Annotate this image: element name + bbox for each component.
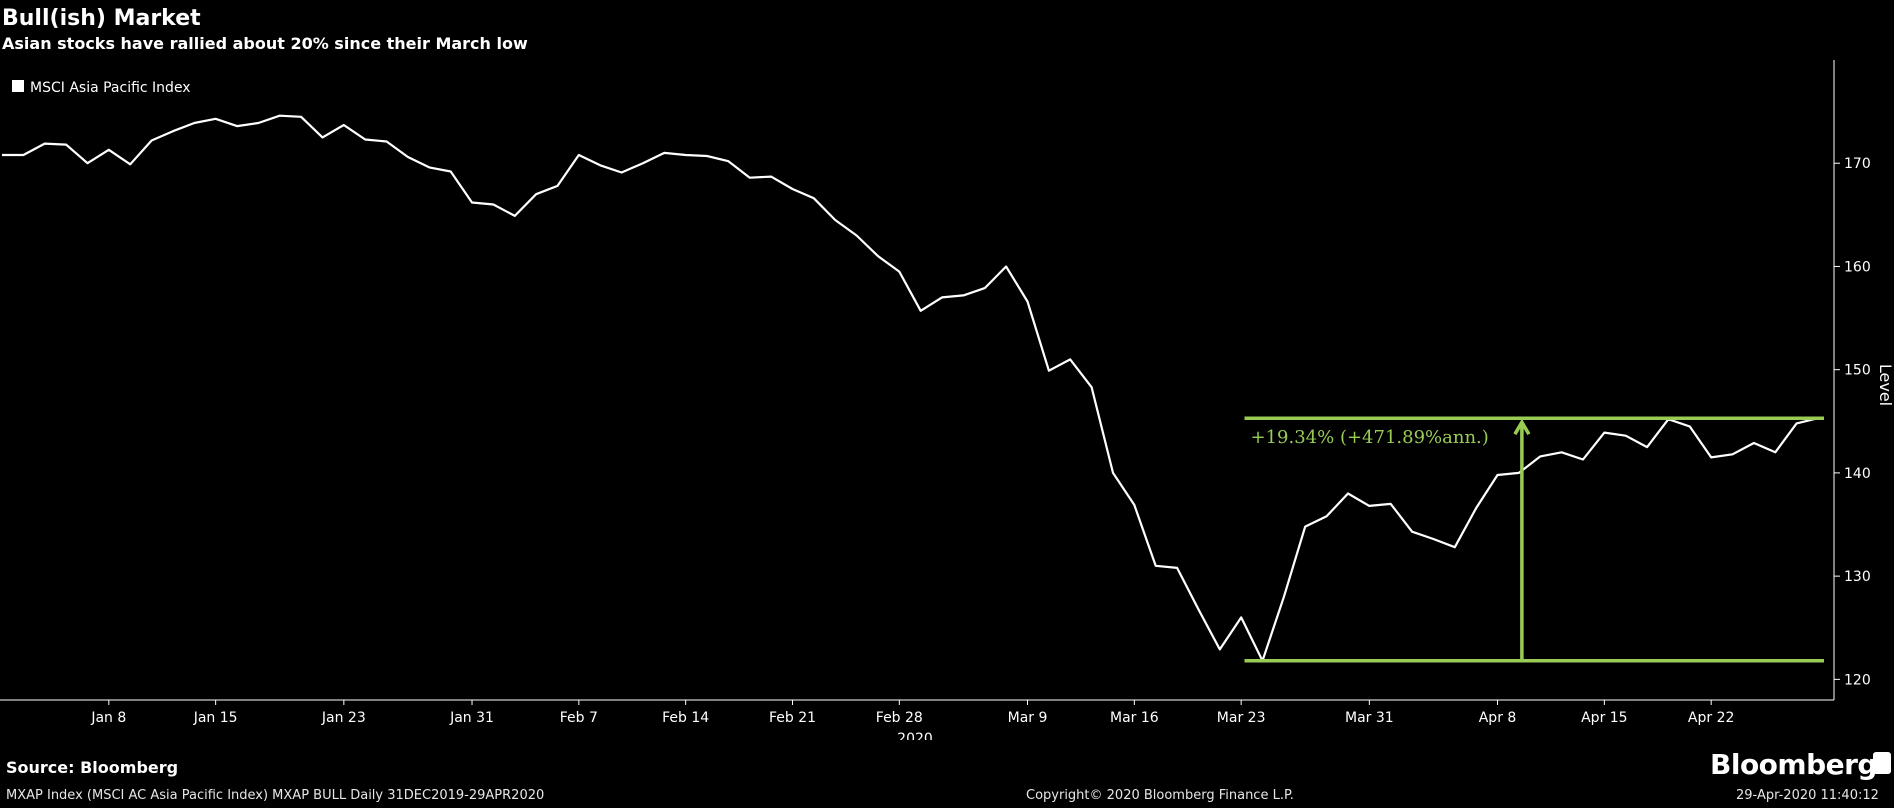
ticker-info: MXAP Index (MSCI AC Asia Pacific Index) … — [6, 788, 545, 803]
x-tick-label-Jan-31: Jan 31 — [449, 710, 494, 726]
year-label: 2020 — [897, 731, 933, 740]
annotation-layer: +19.34% (+471.89%ann.) — [1244, 416, 1824, 663]
axis-layer: 120 130 140 150 160 170 Jan 8 Jan 15 Jan 23 Jan 3… — [0, 60, 1871, 726]
legend-label: MSCI Asia Pacific Index — [30, 80, 191, 96]
series-line-msci-asia-pacific — [2, 114, 1819, 662]
x-tick-label-Apr-15: Apr 15 — [1581, 710, 1627, 726]
source-note: Source: Bloomberg — [6, 758, 179, 777]
y-tick-label-160: 160 — [1844, 259, 1871, 275]
y-tick-label-130: 130 — [1844, 569, 1871, 585]
legend-swatch — [12, 80, 24, 92]
chart-subtitle: Asian stocks have rallied about 20% sinc… — [2, 34, 528, 53]
line-chart: +19.34% (+471.89%ann.) 120 130 140 150 160 17… — [0, 60, 1894, 740]
annotation-label: +19.34% (+471.89%ann.) — [1251, 427, 1489, 448]
x-tick-label-Mar-23: Mar 23 — [1217, 710, 1266, 726]
x-tick-label-Apr-22: Apr 22 — [1688, 710, 1734, 726]
series-layer — [2, 114, 1819, 662]
x-tick-label-Feb-14: Feb 14 — [662, 710, 709, 726]
y-tick-label-140: 140 — [1844, 466, 1871, 482]
timestamp: 29-Apr-2020 11:40:12 — [1736, 788, 1879, 803]
x-tick-label-Feb-7: Feb 7 — [560, 710, 598, 726]
legend: MSCI Asia Pacific Index — [12, 80, 191, 96]
y-tick-label-150: 150 — [1844, 363, 1871, 379]
x-tick-label-Apr-8: Apr 8 — [1479, 710, 1517, 726]
x-tick-label-Feb-28: Feb 28 — [876, 710, 923, 726]
x-tick-label-Feb-21: Feb 21 — [769, 710, 816, 726]
bloomberg-chart-icon — [1873, 752, 1891, 774]
x-tick-label-Jan-23: Jan 23 — [321, 710, 366, 726]
x-tick-label-Jan-15: Jan 15 — [193, 710, 238, 726]
x-tick-label-Jan-8: Jan 8 — [90, 710, 126, 726]
x-tick-label-Mar-16: Mar 16 — [1110, 710, 1159, 726]
y-tick-label-120: 120 — [1844, 672, 1871, 688]
x-tick-label-Mar-9: Mar 9 — [1008, 710, 1048, 726]
x-tick-label-Mar-31: Mar 31 — [1345, 710, 1394, 726]
chart-title: Bull(ish) Market — [2, 6, 201, 31]
annotation-arrow-head — [1513, 418, 1531, 436]
y-tick-label-170: 170 — [1844, 156, 1871, 172]
copyright-note: Copyright© 2020 Bloomberg Finance L.P. — [1026, 788, 1294, 803]
brand-logo: Bloomberg — [1710, 748, 1877, 781]
y-axis-label: Level — [1876, 364, 1894, 406]
